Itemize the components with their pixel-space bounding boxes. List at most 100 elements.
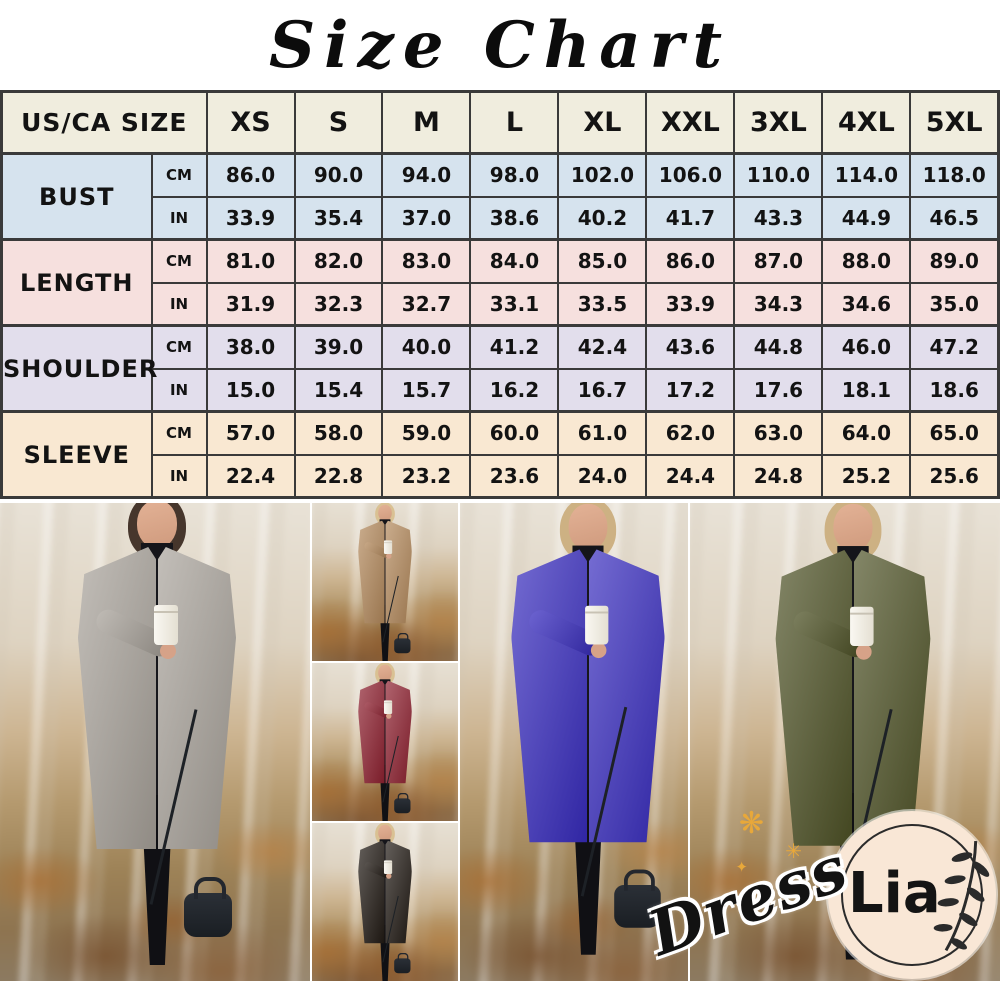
row-label: SLEEVE: [0, 410, 153, 499]
length-in-row: IN 31.9 32.3 32.7 33.1 33.5 33.9 34.3 34…: [2, 282, 1000, 327]
size-cell: 40.0: [381, 324, 472, 370]
size-cell: 34.6: [821, 282, 912, 327]
size-cell: 16.7: [557, 368, 648, 413]
size-cell: 37.0: [381, 196, 472, 241]
handbag: [614, 869, 661, 928]
brand-badge-text: Lia: [848, 861, 941, 926]
size-col-header: 3XL: [733, 90, 824, 155]
unit-cell-in: IN: [150, 368, 208, 413]
model-figure: [346, 823, 424, 981]
size-cell: 89.0: [909, 238, 1000, 284]
brand-script-text: Dress: [640, 831, 859, 970]
coat-right-panel: [588, 549, 665, 843]
size-cell: 46.0: [821, 324, 912, 370]
size-cell: 33.1: [469, 282, 560, 327]
handbag: [184, 877, 232, 937]
product-photo-camel-coat: [312, 503, 458, 661]
size-cell: 24.4: [645, 454, 736, 499]
sleeve-cm-row: SLEEVE CM 57.0 58.0 59.0 60.0 61.0 62.0 …: [0, 410, 1000, 499]
coat-left-panel: [511, 549, 588, 843]
size-cell: 85.0: [557, 238, 648, 284]
unit-cell-cm: CM: [150, 324, 208, 370]
size-cell: 25.2: [821, 454, 912, 499]
size-cell: 15.0: [205, 368, 296, 413]
model-figure: [476, 503, 688, 955]
handbag: [394, 792, 411, 814]
size-cell: 44.8: [733, 324, 824, 370]
black-turtleneck: [379, 679, 391, 688]
laurel-branch-icon: [933, 840, 990, 952]
size-cell: 22.8: [293, 454, 384, 499]
size-cell: 18.1: [821, 368, 912, 413]
size-system-header: US/CA SIZE: [0, 90, 208, 155]
size-col-header: XS: [205, 90, 296, 155]
sparkle-icon: ✦: [735, 858, 748, 876]
model-hand: [386, 873, 392, 879]
size-cell: 24.0: [557, 454, 648, 499]
coffee-cup: [383, 700, 393, 714]
size-col-header: S: [293, 90, 384, 155]
coat-left-panel: [358, 680, 385, 784]
size-cell: 17.6: [733, 368, 824, 413]
size-col-header: L: [469, 90, 560, 155]
size-cell: 40.2: [557, 196, 648, 241]
size-cell: 110.0: [733, 152, 824, 198]
unit-cell-cm: CM: [150, 238, 208, 284]
size-cell: 43.3: [733, 196, 824, 241]
product-photo-blue-coat: [460, 503, 688, 981]
size-cell: 106.0: [645, 152, 736, 198]
sparkle-icon: ❋: [738, 806, 764, 841]
size-cell: 58.0: [293, 410, 384, 456]
model-hand: [855, 644, 872, 660]
size-cell: 16.2: [469, 368, 560, 413]
unit-cell-cm: CM: [150, 152, 208, 198]
size-cell: 57.0: [205, 410, 296, 456]
handbag: [394, 632, 411, 654]
coffee-cup: [585, 605, 609, 645]
page-title: Size Chart: [268, 7, 732, 83]
size-cell: 90.0: [293, 152, 384, 198]
model-hand: [386, 713, 392, 719]
size-cell: 47.2: [909, 324, 1000, 370]
coffee-cup: [383, 540, 393, 554]
length-cm-row: LENGTH CM 81.0 82.0 83.0 84.0 85.0 86.0 …: [0, 238, 1000, 327]
size-cell: 38.6: [469, 196, 560, 241]
size-cell: 24.8: [733, 454, 824, 499]
size-cell: 83.0: [381, 238, 472, 284]
shoulder-section: SHOULDER CM 38.0 39.0 40.0 41.2 42.4 43.…: [0, 324, 1000, 413]
size-cell: 82.0: [293, 238, 384, 284]
coat-left-panel: [358, 840, 385, 944]
model-head: [378, 504, 392, 522]
model-hand: [590, 642, 607, 659]
size-cell: 33.9: [645, 282, 736, 327]
size-cell: 31.9: [205, 282, 296, 327]
product-photo-black-coat: [312, 823, 458, 981]
coffee-cup: [850, 606, 874, 646]
unit-cell-in: IN: [150, 196, 208, 241]
size-cell: 114.0: [821, 152, 912, 198]
size-col-header: M: [381, 90, 472, 155]
size-cell: 32.3: [293, 282, 384, 327]
sleeve-in-row: IN 22.4 22.8 23.2 23.6 24.0 24.4 24.8 25…: [2, 454, 1000, 499]
coat-left-panel: [358, 520, 385, 624]
unit-cell-in: IN: [150, 454, 208, 499]
sparkle-icon: ✳: [785, 839, 802, 863]
size-col-header: XXL: [645, 90, 736, 155]
size-cell: 32.7: [381, 282, 472, 327]
size-col-header: XL: [557, 90, 648, 155]
model-head: [833, 503, 873, 551]
size-cell: 41.2: [469, 324, 560, 370]
size-cell: 60.0: [469, 410, 560, 456]
size-cell: 86.0: [205, 152, 296, 198]
bust-section: BUST CM 86.0 90.0 94.0 98.0 102.0 106.0 …: [0, 152, 1000, 241]
model-figure: [740, 503, 965, 960]
size-cell: 87.0: [733, 238, 824, 284]
size-cell: 25.6: [909, 454, 1000, 499]
size-cell: 59.0: [381, 410, 472, 456]
coffee-cup: [154, 605, 178, 645]
brand-badge-circle: Lia: [828, 811, 996, 979]
size-header-row: US/CA SIZE XS S M L XL XXL 3XL 4XL 5XL: [0, 90, 1000, 155]
shoulder-cm-row: SHOULDER CM 38.0 39.0 40.0 41.2 42.4 43.…: [0, 324, 1000, 413]
unit-cell-in: IN: [150, 282, 208, 327]
